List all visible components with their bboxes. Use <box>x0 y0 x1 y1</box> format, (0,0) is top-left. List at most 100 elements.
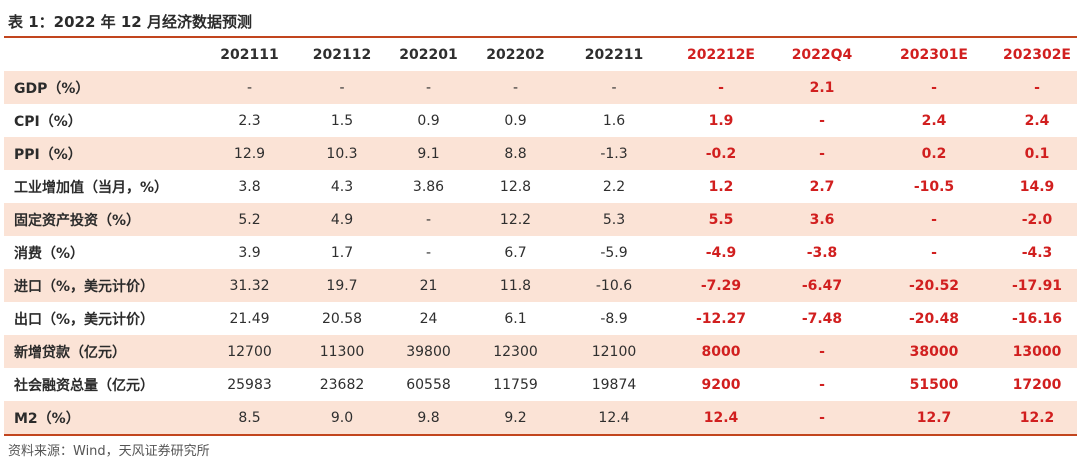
table-row: M2（%） 8.5 9.0 9.8 9.2 12.4 12.4-12.7 12.2 <box>4 401 1077 434</box>
table-cell: -1.3 <box>559 137 669 170</box>
title-rule <box>4 36 1077 38</box>
table-cell: 1.6 <box>559 104 669 137</box>
table-cell: 2.1 <box>773 71 871 104</box>
row-label: 社会融资总量（亿元） <box>4 368 200 401</box>
column-header: 202201 <box>399 46 458 63</box>
table-cell: -5.9 <box>559 236 669 269</box>
table-row: CPI（%） 2.3 1.5 0.9 0.9 1.6 1.9-2.4 2.4 <box>4 104 1077 137</box>
table-cell: 6.7 <box>472 236 559 269</box>
table-cell: - <box>773 401 871 434</box>
table-cell: -16.16 <box>997 302 1077 335</box>
column-header: 202111 <box>220 46 279 63</box>
table-cell: 14.9 <box>997 170 1077 203</box>
table-cell: 20.58 <box>299 302 385 335</box>
table-row: PPI（%） 12.9 10.3 9.1 8.8 -1.3 -0.2-0.2 0.1 <box>4 137 1077 170</box>
table-cell: - <box>200 71 299 104</box>
header-blank-cell <box>4 38 200 71</box>
table-cell: 1.5 <box>299 104 385 137</box>
table-cell: 13000 <box>997 335 1077 368</box>
row-label: CPI（%） <box>4 104 200 137</box>
table-cell: 11.8 <box>472 269 559 302</box>
table-cell: 10.3 <box>299 137 385 170</box>
table-row: 新增贷款（亿元） 12700 11300 39800 12300 12100 8000-38… <box>4 335 1077 368</box>
table-cell: 9.8 <box>385 401 472 434</box>
table-cell: -0.2 <box>669 137 773 170</box>
table-cell: -7.48 <box>773 302 871 335</box>
column-header: 202112 <box>312 46 372 63</box>
table-cell: 39800 <box>385 335 472 368</box>
table-header: 202111 202112 202201 202202 202211 202212E 202… <box>4 38 1077 71</box>
table-cell: 4.3 <box>299 170 385 203</box>
column-header: 202202 <box>486 46 545 63</box>
table-cell: 19874 <box>559 368 669 401</box>
row-label: 新增贷款（亿元） <box>4 335 200 368</box>
table-row: 固定资产投资（%） 5.2 4.9-12.2 5.3 5.5 3.6- -2.0 <box>4 203 1077 236</box>
table-cell: 1.9 <box>669 104 773 137</box>
table-cell: 38000 <box>871 335 997 368</box>
table-cell: 12.7 <box>871 401 997 434</box>
table-cell: 8000 <box>669 335 773 368</box>
table-title: 表 1：2022 年 12 月经济数据预测 <box>8 13 252 31</box>
column-header: 202301E <box>899 46 968 63</box>
table-row: 消费（%） 3.9 1.7-6.7 -5.9 -4.9 -3.8- -4.3 <box>4 236 1077 269</box>
table-row: 出口（%，美元计价） 21.49 20.58 24 6.1 -8.9 -12.27 -7.48… <box>4 302 1077 335</box>
table-cell: 24 <box>385 302 472 335</box>
table-cell: 12.9 <box>200 137 299 170</box>
table-cell: - <box>385 71 472 104</box>
row-label: 固定资产投资（%） <box>4 203 200 236</box>
table-cell: 0.1 <box>997 137 1077 170</box>
row-label: GDP（%） <box>4 71 200 104</box>
table-cell: 21.49 <box>200 302 299 335</box>
table-cell: 11759 <box>472 368 559 401</box>
column-header: 202212E <box>686 46 755 63</box>
table-cell: 8.8 <box>472 137 559 170</box>
table-cell: 12.4 <box>669 401 773 434</box>
table-cell: - <box>385 203 472 236</box>
table-cell: 23682 <box>299 368 385 401</box>
table-cell: - <box>385 236 472 269</box>
table-cell: 25983 <box>200 368 299 401</box>
table-cell: 5.3 <box>559 203 669 236</box>
table-cell: 60558 <box>385 368 472 401</box>
table-cell: -17.91 <box>997 269 1077 302</box>
row-label: 消费（%） <box>4 236 200 269</box>
table-row: 进口（%，美元计价） 31.32 19.7 21 11.8 -10.6 -7.29 -6.47… <box>4 269 1077 302</box>
table-cell: 12100 <box>559 335 669 368</box>
table-cell: -2.0 <box>997 203 1077 236</box>
table-cell: 3.86 <box>385 170 472 203</box>
table-cell: 12.4 <box>559 401 669 434</box>
table-cell: - <box>559 71 669 104</box>
table-cell: - <box>472 71 559 104</box>
table-cell: 6.1 <box>472 302 559 335</box>
table-cell: - <box>299 71 385 104</box>
table-cell: -8.9 <box>559 302 669 335</box>
table-cell: 31.32 <box>200 269 299 302</box>
table-cell: 4.9 <box>299 203 385 236</box>
row-label: 出口（%，美元计价） <box>4 302 200 335</box>
table-cell: 21 <box>385 269 472 302</box>
header-row: 202111 202112 202201 202202 202211 202212E 202… <box>4 38 1077 71</box>
table-cell: 11300 <box>299 335 385 368</box>
table-cell: -12.27 <box>669 302 773 335</box>
table-cell: 2.7 <box>773 170 871 203</box>
table-cell: -20.48 <box>871 302 997 335</box>
row-label: PPI（%） <box>4 137 200 170</box>
row-label: 工业增加值（当月，%） <box>4 170 200 203</box>
table-cell: 12.2 <box>997 401 1077 434</box>
column-header: 202211 <box>584 46 644 63</box>
table-cell: 0.9 <box>385 104 472 137</box>
table-cell: -6.47 <box>773 269 871 302</box>
table-cell: 2.2 <box>559 170 669 203</box>
table-cell: 1.7 <box>299 236 385 269</box>
table-cell: 5.2 <box>200 203 299 236</box>
table-cell: 9.0 <box>299 401 385 434</box>
table-cell: - <box>773 137 871 170</box>
table-cell: 1.2 <box>669 170 773 203</box>
row-label: M2（%） <box>4 401 200 434</box>
table-cell: 9200 <box>669 368 773 401</box>
table-cell: -7.29 <box>669 269 773 302</box>
table-cell: - <box>871 203 997 236</box>
table-cell: 9.2 <box>472 401 559 434</box>
table-cell: - <box>773 104 871 137</box>
